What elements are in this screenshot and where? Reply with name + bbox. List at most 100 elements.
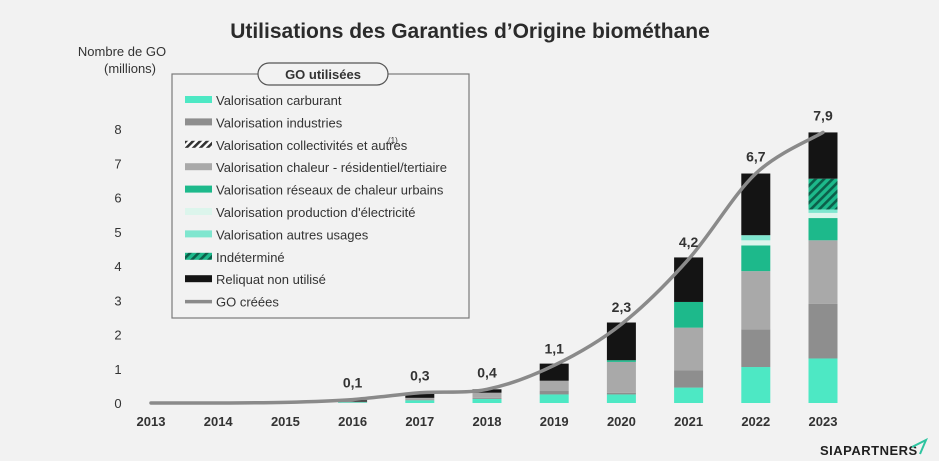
- legend-label-8: Reliquat non utilisé: [216, 272, 326, 287]
- bar-segment-2019-0: [539, 394, 569, 403]
- legend-label-line: GO créées: [216, 295, 279, 310]
- legend-swatch-5: [185, 208, 212, 215]
- bar-segment-2020-4: [606, 360, 636, 362]
- data-label-2022: 6,7: [746, 149, 766, 165]
- bar-segment-2022-4: [741, 245, 771, 272]
- data-label-2020: 2,3: [612, 299, 632, 315]
- legend-swatch-3: [185, 163, 212, 171]
- data-labels: 0,1 0,3 0,4 1,1 2,3 4,2 6,7 7,9: [343, 107, 833, 390]
- bar-segment-2023-6: [808, 209, 838, 213]
- y-tick-label: 0: [114, 396, 121, 411]
- x-axis-ticks: 2013 2014 2015 2016 2017 2018 2019 2020 2021 2022…: [137, 414, 838, 429]
- legend: GO utilisées Valorisation carburantValor…: [171, 62, 470, 319]
- bar-segment-2021-8: [674, 257, 704, 302]
- x-tick-label-2018: 2018: [473, 414, 502, 429]
- go-creees-line-layer: [149, 130, 825, 405]
- bar-segment-2019-3: [539, 380, 569, 392]
- bar-segment-2022-6: [741, 235, 771, 241]
- y-tick-label: 1: [114, 362, 121, 377]
- legend-items: Valorisation carburant Valorisation indus…: [185, 93, 447, 310]
- bar-segment-2016-0: [338, 402, 368, 403]
- legend-label-6: Valorisation autres usages: [216, 227, 369, 242]
- bar-segment-2018-0: [472, 398, 502, 403]
- bar-segment-2021-0: [674, 387, 704, 403]
- bar-segment-2016-3: [338, 401, 368, 403]
- legend-label-5: Valorisation production d'électricité: [216, 205, 416, 220]
- legend-label-4: Valorisation réseaux de chaleur urbains: [216, 183, 444, 198]
- x-tick-label-2017: 2017: [405, 414, 434, 429]
- bar-segment-2021-3: [674, 327, 704, 371]
- bar-segment-2021-4: [674, 301, 704, 328]
- data-label-2016: 0,1: [343, 375, 363, 391]
- bar-segment-2017-3: [405, 397, 435, 400]
- bar-segment-2017-8: [405, 392, 435, 398]
- x-tick-label-2015: 2015: [271, 414, 300, 429]
- bar-segment-2022-5: [741, 240, 771, 246]
- bar-segment-2021-1: [674, 370, 704, 388]
- legend-swatch-0: [185, 96, 212, 103]
- y-tick-label: 2: [114, 328, 121, 343]
- x-tick-label-2021: 2021: [674, 414, 703, 429]
- legend-label-2: Valorisation collectivités et autres: [216, 138, 408, 153]
- legend-label-3: Valorisation chaleur - résidentiel/terti…: [216, 160, 447, 175]
- siapartners-logo: SIAPARTNERS: [820, 437, 928, 458]
- data-label-2023: 7,9: [813, 107, 833, 123]
- x-tick-label-2020: 2020: [607, 414, 636, 429]
- bar-segment-2018-3: [472, 392, 502, 398]
- y-axis-ticks: 0 1 2 3 4 5 6 7 8: [114, 122, 121, 411]
- x-tick-label-2013: 2013: [137, 414, 166, 429]
- bar-segment-2020-3: [606, 361, 636, 393]
- bar-segment-2023-3: [808, 240, 838, 304]
- data-label-2018: 0,4: [477, 364, 497, 380]
- legend-swatch-1: [185, 118, 212, 126]
- bar-segment-2023-1: [808, 303, 838, 359]
- y-tick-label: 8: [114, 122, 121, 137]
- x-tick-label-2022: 2022: [741, 414, 770, 429]
- x-tick-label-2023: 2023: [809, 414, 838, 429]
- y-tick-label: 6: [114, 191, 121, 206]
- y-tick-label: 4: [114, 259, 121, 274]
- data-label-2017: 0,3: [410, 368, 430, 384]
- go-creees-line: [149, 130, 825, 405]
- x-tick-label-2019: 2019: [540, 414, 569, 429]
- bar-segment-2023-7: [808, 178, 838, 210]
- legend-swatch-6: [185, 230, 212, 238]
- legend-swatch-4: [185, 185, 212, 193]
- bar-segment-2023-4: [808, 218, 838, 241]
- bar-segment-2020-0: [606, 394, 636, 403]
- y-tick-label: 5: [114, 225, 121, 240]
- x-tick-label-2014: 2014: [204, 414, 234, 429]
- y-axis-label-line1: Nombre de GO: [78, 44, 166, 59]
- bar-segment-2023-0: [808, 358, 838, 403]
- legend-title-pill: [257, 62, 389, 86]
- legend-label-0: Valorisation carburant: [216, 93, 342, 108]
- legend-swatch-7: [185, 252, 212, 260]
- bar-segment-2022-3: [741, 271, 771, 330]
- chart-title: Utilisations des Garanties d’Origine bio…: [230, 20, 710, 43]
- bar-segment-2017-1: [405, 399, 435, 401]
- y-tick-label: 3: [114, 293, 121, 308]
- legend-superscript: (1): [388, 136, 398, 145]
- legend-swatch-2: [185, 140, 212, 148]
- brand-name: SIAPARTNERS: [820, 443, 918, 458]
- bar-segment-2019-1: [539, 391, 569, 395]
- bar-segment-2020-1: [606, 392, 636, 395]
- legend-swatch-8: [185, 275, 212, 283]
- bar-segment-2022-0: [741, 367, 771, 403]
- legend-title: GO utilisées: [285, 67, 361, 82]
- bar-segment-2018-1: [472, 397, 502, 399]
- x-tick-label-2016: 2016: [338, 414, 367, 429]
- bar-segment-2023-8: [808, 132, 838, 179]
- brand-mark-icon: [911, 437, 928, 455]
- bar-segment-2017-0: [405, 400, 435, 403]
- y-axis-label-line2: (millions): [104, 61, 156, 76]
- y-tick-label: 7: [114, 156, 121, 171]
- data-label-2021: 4,2: [679, 234, 699, 250]
- legend-label-7: Indéterminé: [216, 250, 285, 265]
- bar-segment-2020-8: [606, 322, 636, 361]
- bar-segment-2022-1: [741, 329, 771, 368]
- legend-label-1: Valorisation industries: [216, 115, 343, 130]
- data-label-2019: 1,1: [544, 340, 564, 356]
